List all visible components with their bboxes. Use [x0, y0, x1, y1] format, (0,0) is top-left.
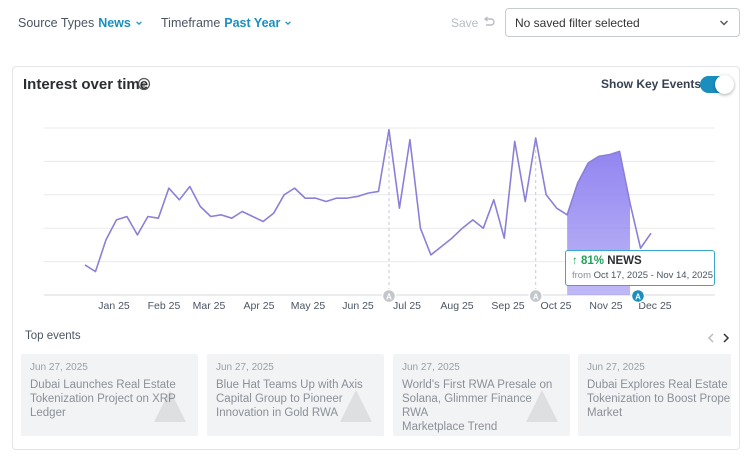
key-event-marker	[381, 288, 397, 304]
timeframe-value: Past Year	[224, 16, 281, 30]
event-date: Jun 27, 2025	[216, 362, 274, 373]
event-card[interactable]: Jun 27, 2025 Dubai Explores Real Estate …	[578, 354, 731, 436]
chart-tooltip: ↑ 81% NEWS from Oct 17, 2025 - Nov 14, 2…	[565, 250, 715, 286]
chevron-down-icon	[285, 21, 292, 26]
saved-filter-value: No saved filter selected	[515, 16, 640, 30]
timeframe-label: Timeframe	[161, 16, 221, 30]
x-tick-label: Aug 25	[440, 300, 473, 312]
card-title: Interest over time	[23, 76, 149, 93]
x-tick-label: Feb 25	[148, 300, 181, 312]
chevron-down-icon	[136, 21, 142, 26]
top-events-title: Top events	[25, 330, 81, 342]
saved-filter-select[interactable]: No saved filter selected	[505, 8, 740, 37]
event-card[interactable]: Jun 27, 2025 Blue Hat Teams Up with Axis…	[207, 354, 384, 436]
x-tick-label: Jan 25	[98, 300, 130, 312]
chevron-right-icon[interactable]	[721, 332, 731, 344]
event-headline: Dubai Explores Real Estate Tokenization …	[587, 379, 731, 419]
show-key-events-toggle[interactable]	[700, 75, 734, 94]
info-icon[interactable]	[137, 77, 151, 91]
event-date: Jun 27, 2025	[587, 362, 645, 373]
save-button[interactable]: Save	[451, 16, 479, 30]
event-headline: Dubai Launches Real Estate Tokenization …	[30, 379, 176, 419]
event-date: Jun 27, 2025	[30, 362, 88, 373]
show-key-events-label: Show Key Events	[601, 77, 702, 91]
x-tick-label: Mar 25	[193, 300, 226, 312]
key-event-marker-label: A	[533, 293, 539, 302]
tooltip-arrow: ↑	[572, 255, 578, 267]
x-tick-label: Jun 25	[342, 300, 374, 312]
event-card[interactable]: Jun 27, 2025 Dubai Launches Real Estate …	[21, 354, 198, 436]
tooltip-label: NEWS	[607, 255, 642, 267]
chevron-left-icon[interactable]	[706, 332, 716, 344]
key-event-marker	[528, 288, 543, 304]
event-placeholder-icon	[154, 390, 186, 422]
x-tick-label: Dec 25	[638, 300, 671, 312]
filter-bar: Source Types News Timeframe Past Year Sa…	[0, 0, 752, 46]
series-line	[84, 128, 652, 273]
timeframe-filter[interactable]: Timeframe Past Year	[161, 16, 292, 30]
event-placeholder-icon	[340, 390, 372, 422]
toggle-knob	[715, 75, 734, 94]
x-tick-label: Nov 25	[589, 300, 622, 312]
source-types-filter[interactable]: Source Types News	[18, 16, 143, 30]
x-tick-label: Sep 25	[491, 300, 524, 312]
undo-icon[interactable]	[482, 15, 496, 29]
chevron-down-icon	[720, 20, 728, 26]
x-tick-label: May 25	[291, 300, 326, 312]
source-types-label: Source Types	[18, 16, 95, 30]
event-card[interactable]: Jun 27, 2025 World's First RWA Presale o…	[393, 354, 570, 436]
tooltip-percent: 81%	[580, 255, 604, 267]
key-event-marker-label: A	[386, 293, 392, 302]
source-types-value: News	[98, 16, 131, 30]
x-tick-label: Oct 25	[541, 300, 572, 312]
top-events-list: Jun 27, 2025 Dubai Launches Real Estate …	[21, 354, 731, 436]
x-tick-label: Jul 25	[393, 300, 421, 312]
event-date: Jun 27, 2025	[402, 362, 460, 373]
x-tick-label: Apr 25	[244, 300, 275, 312]
event-headline: Blue Hat Teams Up with Axis Capital Grou…	[216, 379, 363, 419]
event-placeholder-icon	[526, 390, 558, 422]
tooltip-from: from	[572, 270, 591, 281]
event-headline: World's First RWA Presale on Solana, Gli…	[402, 379, 553, 433]
tooltip-range: Oct 17, 2025 - Nov 14, 2025	[593, 270, 713, 281]
key-event-marker-label: A	[635, 293, 641, 302]
key-event-marker	[630, 288, 646, 304]
